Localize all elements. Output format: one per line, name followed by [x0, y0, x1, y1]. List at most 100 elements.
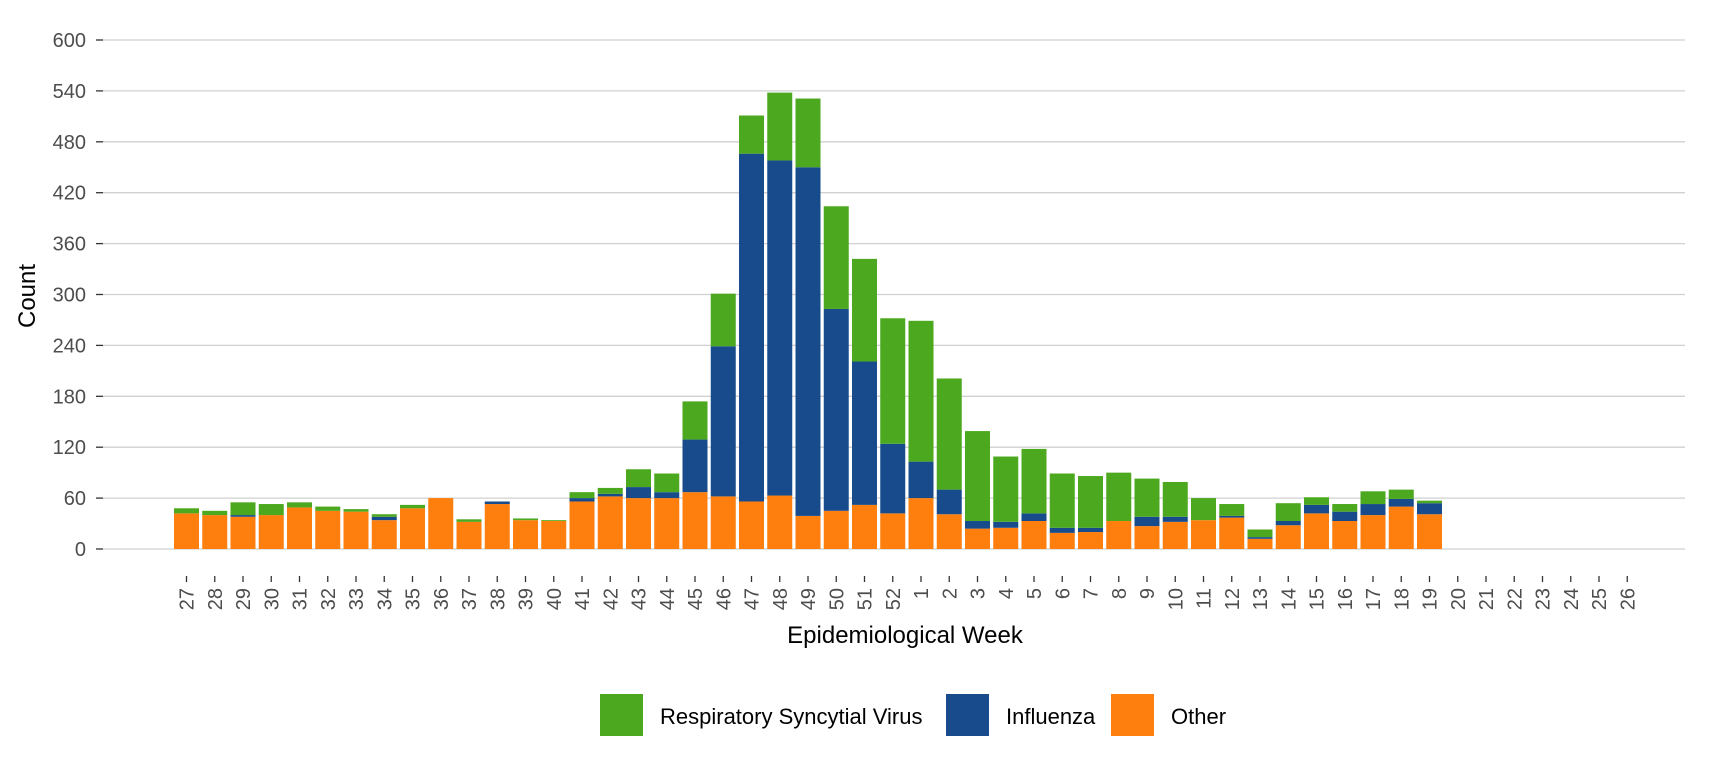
bar-influenza-week-42	[597, 493, 623, 497]
bar-influenza-week-13	[1247, 537, 1273, 539]
bar-other-week-52	[880, 513, 906, 549]
x-tick-label: 47	[742, 588, 764, 610]
bar-respiratory-syncytial-virus-week-2	[936, 378, 962, 490]
legend-swatch-other	[1111, 694, 1154, 736]
x-tick-label: 42	[600, 588, 622, 610]
bar-influenza-week-34	[371, 516, 397, 521]
x-tick-label: 6	[1052, 588, 1074, 599]
x-tick-label: 2	[939, 588, 961, 599]
bar-respiratory-syncytial-virus-week-14	[1275, 503, 1301, 522]
bar-respiratory-syncytial-virus-week-13	[1247, 529, 1273, 538]
bar-other-week-28	[202, 515, 228, 549]
x-tick-label: 49	[798, 588, 820, 610]
bar-respiratory-syncytial-virus-week-17	[1360, 491, 1386, 505]
x-tick-label: 14	[1278, 588, 1300, 610]
bar-influenza-week-2	[936, 489, 962, 515]
x-tick-label: 41	[572, 588, 594, 610]
bar-other-week-51	[852, 504, 877, 549]
x-tick-label: 32	[318, 588, 340, 610]
bar-other-week-7	[1078, 532, 1103, 549]
x-tick-label: 5	[1024, 588, 1046, 599]
bar-other-week-15	[1304, 513, 1329, 549]
y-tick-label: 600	[53, 30, 86, 52]
bar-influenza-week-16	[1332, 511, 1358, 522]
bar-other-week-19	[1417, 514, 1442, 549]
x-tick-label: 22	[1504, 588, 1526, 610]
bar-other-week-45	[682, 492, 708, 549]
bar-respiratory-syncytial-virus-week-19	[1417, 500, 1442, 504]
bar-influenza-week-51	[852, 361, 877, 505]
x-tick-label: 19	[1420, 588, 1442, 610]
bar-other-week-48	[767, 495, 793, 549]
bar-influenza-week-52	[880, 443, 906, 514]
bar-respiratory-syncytial-virus-week-37	[456, 519, 482, 522]
x-tick-label: 36	[431, 588, 453, 610]
y-tick-label: 480	[53, 132, 86, 154]
bar-respiratory-syncytial-virus-week-51	[852, 258, 877, 362]
x-axis-title: Epidemiological Week	[787, 622, 1024, 649]
legend-label-respiratory-syncytial-virus: Respiratory Syncytial Virus	[660, 704, 922, 729]
bar-influenza-week-12	[1219, 515, 1245, 518]
bar-influenza-week-17	[1360, 504, 1386, 516]
bar-other-week-34	[371, 520, 397, 549]
y-tick-label: 120	[53, 437, 86, 459]
bar-respiratory-syncytial-virus-week-33	[343, 509, 369, 512]
legend-label-other: Other	[1171, 704, 1226, 729]
y-tick-label: 300	[53, 285, 86, 307]
x-tick-label: 8	[1109, 588, 1131, 599]
bar-respiratory-syncytial-virus-week-7	[1078, 476, 1103, 528]
x-tick-label: 10	[1165, 588, 1187, 610]
bar-respiratory-syncytial-virus-week-18	[1388, 489, 1414, 499]
bar-influenza-week-29	[230, 515, 256, 517]
x-tick-label: 12	[1222, 588, 1244, 610]
bars	[174, 92, 1442, 549]
bar-other-week-27	[174, 513, 199, 549]
bar-other-week-32	[315, 510, 341, 549]
bar-other-week-13	[1247, 538, 1273, 549]
bar-other-week-10	[1162, 521, 1188, 549]
bar-other-week-14	[1275, 525, 1301, 549]
x-tick-label: 11	[1194, 588, 1216, 609]
x-tick-label: 21	[1476, 588, 1498, 610]
bar-respiratory-syncytial-virus-week-39	[513, 518, 538, 521]
x-tick-label: 37	[459, 588, 481, 610]
bar-respiratory-syncytial-virus-week-29	[230, 502, 256, 516]
bar-influenza-week-15	[1304, 504, 1329, 514]
x-tick-label: 4	[996, 588, 1018, 599]
x-tick-label: 24	[1561, 588, 1583, 610]
x-tick-label: 43	[629, 588, 651, 610]
bar-respiratory-syncytial-virus-week-12	[1219, 504, 1245, 516]
bar-influenza-week-10	[1162, 516, 1188, 522]
bar-respiratory-syncytial-virus-week-30	[258, 504, 284, 516]
x-tick-label: 25	[1589, 588, 1611, 610]
legend-label-influenza: Influenza	[1006, 704, 1096, 729]
bar-influenza-week-45	[682, 439, 708, 493]
x-tick-label: 23	[1533, 588, 1555, 610]
bar-respiratory-syncytial-virus-week-46	[710, 293, 736, 347]
bar-respiratory-syncytial-virus-week-8	[1106, 472, 1132, 522]
x-tick-label: 27	[177, 588, 199, 610]
y-axis-ticks: 0 60 120 180 240 300 360 420 480 540 600	[53, 30, 103, 561]
x-tick-label: 20	[1448, 588, 1470, 610]
bar-influenza-week-49	[795, 167, 821, 516]
bar-respiratory-syncytial-virus-week-11	[1191, 498, 1216, 521]
bar-other-week-9	[1134, 526, 1160, 549]
bar-respiratory-syncytial-virus-week-32	[315, 506, 341, 511]
bar-other-week-37	[456, 521, 482, 549]
bar-respiratory-syncytial-virus-week-47	[739, 115, 764, 154]
bar-respiratory-syncytial-virus-week-40	[541, 520, 567, 522]
bar-influenza-week-46	[710, 346, 736, 497]
bar-respiratory-syncytial-virus-week-4	[993, 456, 1019, 522]
bar-influenza-week-19	[1417, 503, 1442, 515]
x-tick-label: 26	[1617, 588, 1639, 610]
bar-other-week-3	[965, 528, 990, 549]
bar-respiratory-syncytial-virus-week-41	[569, 492, 595, 499]
bar-influenza-week-6	[1049, 527, 1075, 533]
bar-respiratory-syncytial-virus-week-27	[174, 508, 199, 514]
bar-respiratory-syncytial-virus-week-50	[823, 206, 849, 309]
bar-influenza-week-47	[739, 153, 764, 502]
bar-influenza-week-5	[1021, 513, 1047, 522]
bar-other-week-11	[1191, 520, 1216, 549]
x-tick-label: 35	[403, 588, 425, 610]
bar-respiratory-syncytial-virus-week-44	[654, 473, 680, 493]
